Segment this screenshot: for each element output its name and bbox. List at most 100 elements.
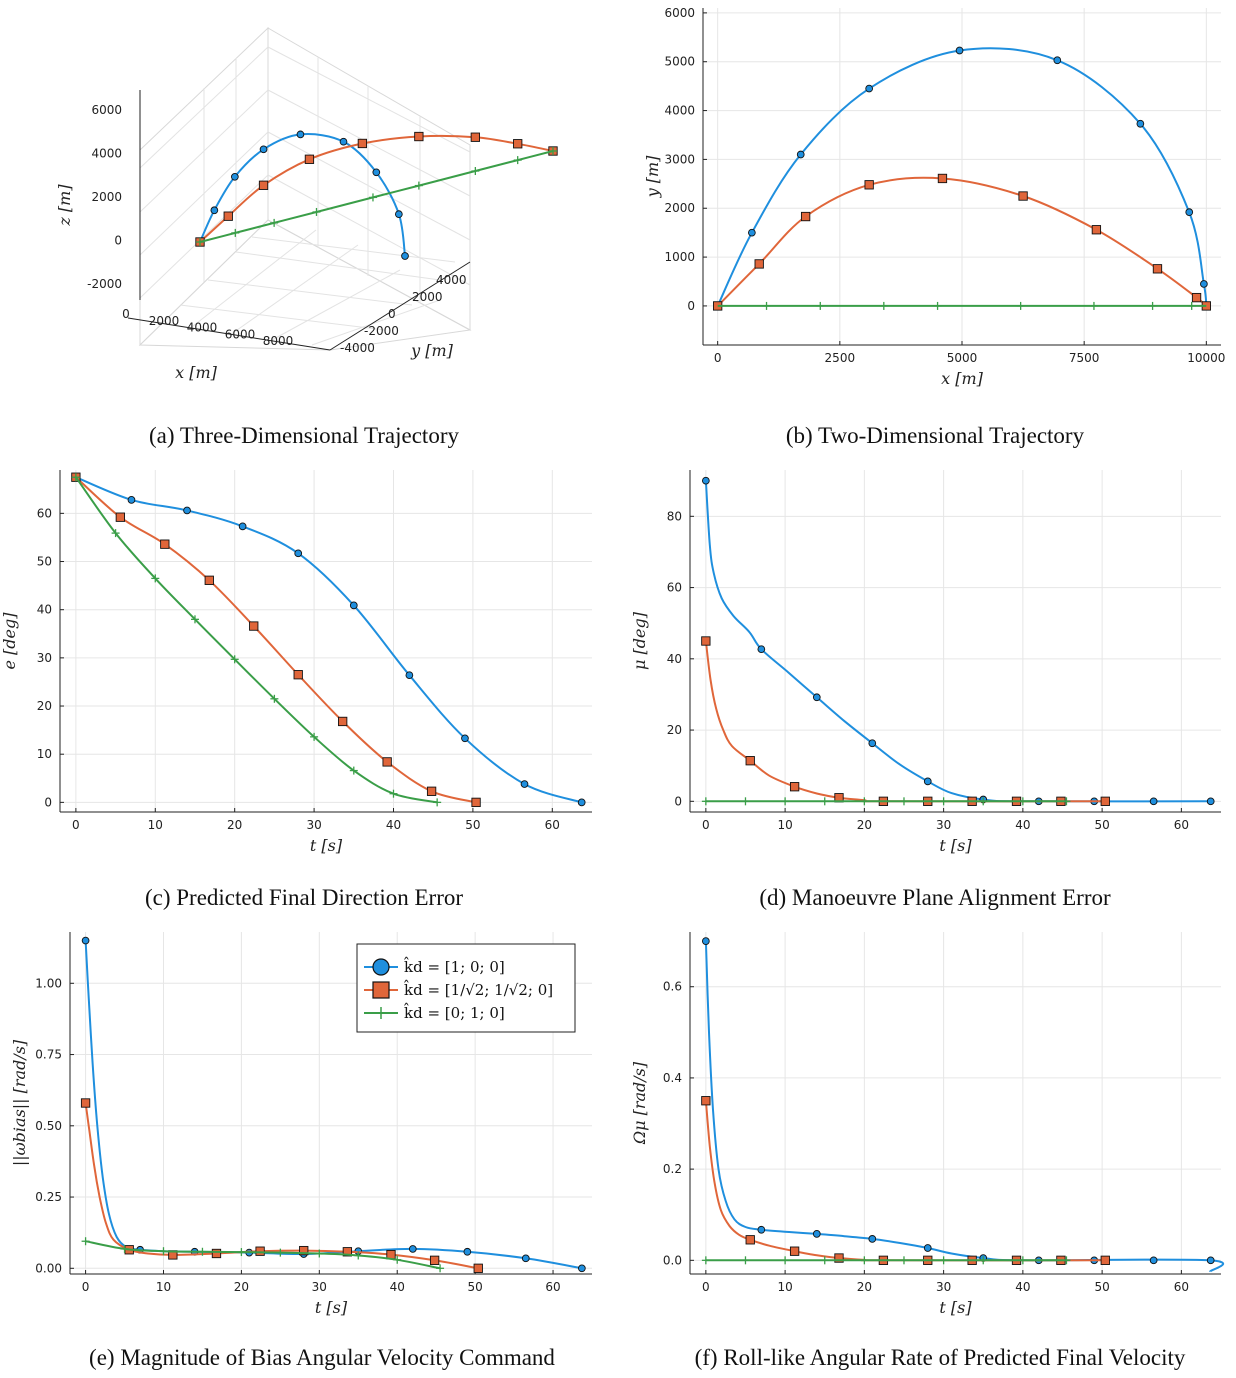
- c-series-2-marker: [382, 757, 392, 767]
- b-series-1-marker: [1053, 56, 1062, 65]
- a-xlabel: x [m]: [175, 363, 218, 382]
- a-zlabel: z [m]: [55, 184, 74, 227]
- c-series-1-marker: [294, 549, 303, 558]
- b-ytick-label: 4000: [664, 104, 695, 118]
- e-series-2-marker: [473, 1263, 483, 1273]
- e-ylabel: ||ωbias|| [rad/s]: [10, 1039, 29, 1166]
- f-xtick-label: 60: [1174, 1280, 1189, 1294]
- b-series-3-marker: [1187, 301, 1196, 310]
- f-series-2-marker: [701, 1096, 711, 1106]
- b-ytick-label: 6000: [664, 6, 695, 20]
- a-series-1-marker: [339, 137, 348, 146]
- f-series-1-marker: [868, 1235, 877, 1243]
- a-series-1-marker: [372, 168, 381, 177]
- caption-c: (c) Predicted Final Direction Error: [145, 885, 463, 910]
- a-series-2-marker: [357, 138, 368, 149]
- b-series-3-marker: [816, 301, 825, 310]
- a-xtick-label: 8000: [263, 334, 294, 348]
- f-xtick-label: 20: [857, 1280, 872, 1294]
- f-series-2: [701, 1096, 1110, 1265]
- c-series-3-marker: [151, 574, 160, 583]
- e-series-2-marker: [342, 1247, 353, 1257]
- d-series-3-marker: [860, 797, 869, 806]
- c-ytick-label: 40: [37, 603, 52, 617]
- c-ytick-label: 20: [37, 699, 52, 713]
- b-series-2: [713, 173, 1211, 311]
- c-series-2-marker: [426, 786, 437, 796]
- a-ylabel: y [m]: [410, 341, 454, 360]
- f-series-1-marker: [1149, 1256, 1158, 1265]
- c-series-1-marker: [127, 496, 136, 504]
- c-series-1-marker: [461, 734, 469, 743]
- a-series-2-marker: [223, 211, 233, 221]
- b-ytick-label: 2000: [664, 201, 695, 215]
- b-series-2-marker: [864, 180, 874, 190]
- a-series-3-marker: [471, 167, 480, 176]
- c-xtick-label: 50: [465, 818, 480, 832]
- a-series-2-marker: [470, 132, 480, 142]
- d-xtick-label: 0: [702, 818, 710, 832]
- b-series-1-marker: [796, 150, 805, 159]
- e-series-3-line: [85, 1240, 441, 1270]
- f-series-1: [702, 937, 1225, 1273]
- caption-d: (d) Manoeuvre Plane Alignment Error: [759, 885, 1111, 910]
- b-xlabel: x [m]: [941, 369, 984, 388]
- d-ytick-label: 80: [667, 509, 682, 523]
- e-xtick-label: 30: [312, 1280, 327, 1294]
- e-xtick-label: 0: [82, 1280, 90, 1294]
- a-series-1-marker: [395, 210, 403, 219]
- b-xtick-label: 2500: [825, 351, 856, 365]
- b-series-1-marker: [955, 46, 964, 55]
- c-series-1-marker: [183, 506, 191, 515]
- b-series-2-marker: [800, 211, 811, 222]
- c-series-3-marker: [349, 766, 358, 775]
- a-series-3-marker: [513, 156, 522, 165]
- a-series-1-marker: [401, 252, 409, 260]
- b-series-3-marker: [1016, 301, 1025, 310]
- d-series-2-marker: [1100, 796, 1110, 806]
- d-series-2: [701, 636, 1110, 806]
- c-xtick-label: 40: [386, 818, 401, 832]
- b-xtick-label: 0: [714, 351, 722, 365]
- c-ytick-label: 60: [37, 506, 52, 520]
- f-series-1-marker: [923, 1244, 932, 1252]
- legend-label: k̂d = [1/√2; 1/√2; 0]: [403, 980, 553, 999]
- d-series-3-marker: [741, 797, 750, 806]
- b-series-1-marker: [1200, 280, 1208, 288]
- b-series-2-marker: [1191, 292, 1202, 303]
- e-xlabel: t [s]: [315, 1298, 348, 1317]
- e-xtick-label: 60: [545, 1280, 560, 1294]
- f-series-2-marker: [1100, 1255, 1110, 1265]
- d-series-1-marker: [812, 693, 821, 702]
- c-series-1-marker: [520, 780, 529, 788]
- a-series-2-marker: [414, 131, 424, 142]
- d-series-3-marker: [1062, 797, 1071, 806]
- b-xtick-label: 7500: [1069, 351, 1100, 365]
- f-series-3-marker: [860, 1256, 869, 1265]
- c-series-3-marker: [71, 473, 80, 482]
- d-series-3-marker: [939, 797, 948, 806]
- e-ytick-label: 0.00: [35, 1261, 62, 1275]
- c-ytick-label: 50: [37, 555, 52, 569]
- c-ytick-label: 0: [44, 795, 52, 809]
- panel-b: 0 2500 5000 7500 10000 0 1000 2000 3000 4000 5000 6…: [643, 6, 1225, 388]
- c-xtick-label: 30: [306, 818, 321, 832]
- b-series-3-marker: [933, 301, 942, 310]
- a-series-3-marker: [549, 147, 557, 155]
- e-series-3-marker: [159, 1247, 168, 1256]
- a-ztick-label: 2000: [91, 190, 122, 204]
- legend-label: k̂d = [0; 1; 0]: [403, 1003, 505, 1022]
- e-series-2: [80, 1098, 483, 1273]
- panel-d: 0 10 20 30 40 50 60 0 20 40 60 80 t [s] μ [deg]: [630, 470, 1221, 855]
- a-series-1-marker: [231, 172, 239, 181]
- d-ytick-label: 60: [667, 581, 682, 595]
- c-ytick-label: 30: [37, 651, 52, 665]
- e-series-3-marker: [315, 1249, 324, 1258]
- c-series-2-marker: [471, 797, 481, 808]
- f-xtick-label: 30: [936, 1280, 951, 1294]
- d-xtick-label: 20: [857, 818, 872, 832]
- legend-item-1: k̂d = [1; 0; 0]: [364, 957, 505, 976]
- b-series-3-marker: [1148, 301, 1157, 310]
- c-ylabel: e [deg]: [0, 612, 19, 670]
